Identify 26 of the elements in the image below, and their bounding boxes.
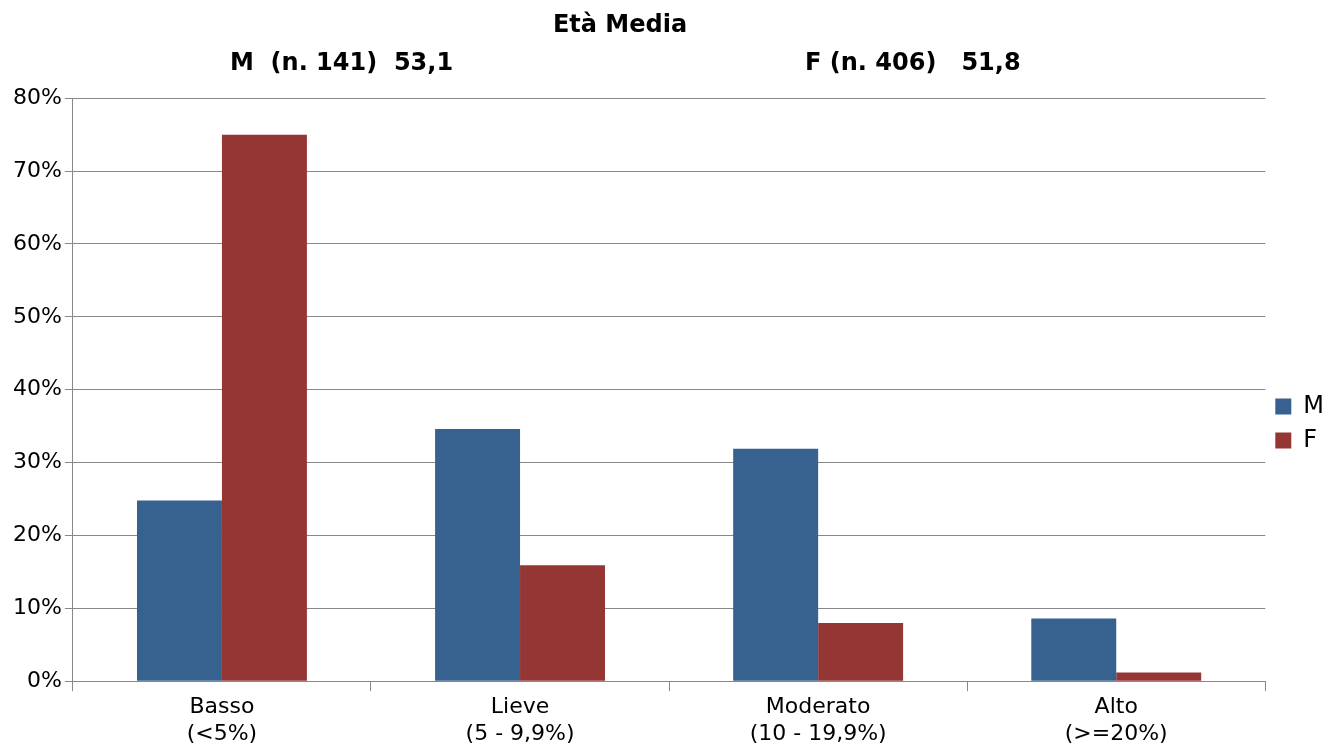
y-tick-label: 20%: [12, 521, 62, 547]
bar: [520, 565, 605, 681]
y-tick-label: 10%: [12, 594, 62, 620]
y-tick-label: 50%: [12, 302, 62, 328]
x-tick-label: Lieve (5 - 9,9%): [465, 693, 575, 745]
y-tick-label: 60%: [12, 229, 62, 255]
x-tick-label: Alto (>=20%): [1064, 693, 1168, 745]
bar: [1116, 672, 1202, 681]
bar: [733, 448, 819, 681]
y-tick-label: 0%: [26, 666, 62, 692]
y-tick-label: 70%: [12, 156, 62, 182]
bar: [435, 429, 521, 681]
y-tick-label: 80%: [12, 83, 62, 109]
text: F (n. 406) 51,8: [805, 48, 1021, 76]
y-tick-label: 30%: [12, 448, 62, 474]
x-tick-label: Moderato (10 - 19,9%): [749, 693, 887, 745]
legend-label: F: [1303, 424, 1318, 453]
bar: [221, 134, 307, 681]
bar: [136, 500, 222, 681]
bar: [818, 622, 904, 681]
x-tick-label: Basso (<5%): [186, 693, 258, 745]
text: M (n. 141) 53,1: [230, 48, 454, 76]
bar: [1031, 618, 1117, 681]
y-tick-label: 40%: [12, 375, 62, 401]
legend-label: M: [1303, 390, 1325, 419]
chart-title: Età Media: [551, 10, 689, 38]
